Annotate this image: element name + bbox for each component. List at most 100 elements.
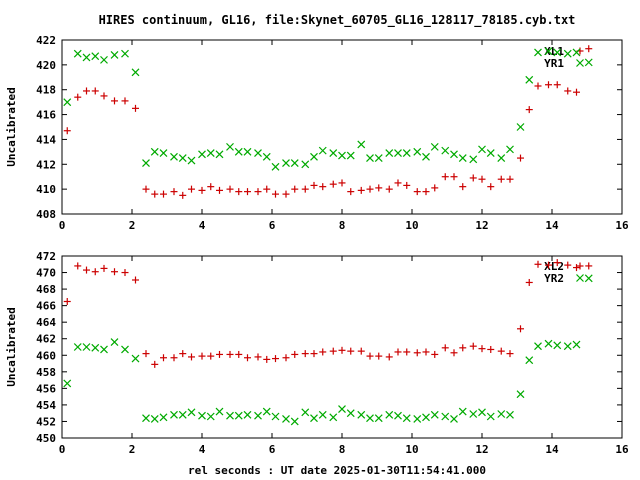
- data-point: [150, 147, 159, 156]
- data-point: [290, 417, 299, 426]
- y-tick-label: 454: [36, 399, 56, 412]
- data-point: [517, 154, 524, 162]
- data-point: [310, 181, 318, 189]
- data-point: [329, 149, 338, 158]
- data-point: [357, 410, 366, 419]
- data-point: [487, 345, 495, 353]
- y-tick-label: 464: [36, 316, 56, 329]
- data-point: [91, 268, 99, 276]
- data-point: [402, 149, 411, 158]
- y-tick-label: 420: [36, 59, 56, 72]
- data-point: [545, 81, 552, 89]
- bottom-y-axis-label: Uncalibrated: [5, 307, 18, 386]
- data-point: [235, 188, 243, 196]
- data-point: [329, 347, 337, 355]
- data-point: [244, 354, 251, 362]
- data-point: [458, 154, 467, 162]
- data-point: [374, 414, 383, 423]
- data-point: [254, 411, 262, 420]
- data-point: [497, 154, 506, 162]
- data-point: [450, 150, 458, 159]
- data-point: [506, 175, 514, 183]
- x-tick-label: 2: [129, 219, 136, 232]
- data-point: [375, 184, 383, 192]
- data-point: [403, 348, 411, 356]
- data-point: [263, 355, 271, 363]
- series-xl1: [63, 45, 593, 199]
- data-point: [458, 407, 467, 416]
- data-point: [573, 88, 580, 96]
- data-point: [282, 190, 290, 198]
- legend-label-yr1: YR1: [544, 57, 564, 70]
- data-point: [346, 151, 355, 160]
- top-y-axis-label: Uncalibrated: [5, 87, 18, 166]
- y-tick-label: 472: [36, 250, 56, 263]
- legend-marker-yr2: [576, 274, 584, 282]
- data-point: [179, 350, 187, 358]
- data-point: [366, 352, 374, 360]
- data-point: [584, 274, 593, 283]
- data-point: [310, 152, 318, 161]
- data-point: [319, 183, 327, 191]
- data-point: [142, 159, 150, 167]
- data-point: [394, 411, 402, 420]
- x-tick-label: 10: [405, 219, 418, 232]
- data-point: [318, 410, 327, 419]
- y-tick-label: 456: [36, 382, 56, 395]
- data-point: [422, 413, 430, 422]
- data-point: [91, 52, 100, 61]
- data-point: [572, 340, 581, 349]
- data-point: [486, 149, 495, 158]
- data-point: [553, 81, 561, 89]
- data-point: [271, 412, 280, 421]
- data-point: [516, 123, 525, 131]
- data-point: [206, 149, 215, 158]
- data-point: [497, 175, 505, 183]
- y-tick-label: 460: [36, 349, 56, 362]
- data-point: [346, 409, 355, 418]
- data-point: [100, 345, 108, 354]
- data-point: [271, 162, 280, 171]
- data-point: [132, 104, 139, 112]
- data-point: [525, 75, 534, 84]
- data-point: [198, 411, 206, 420]
- data-point: [244, 188, 251, 196]
- data-point: [564, 261, 572, 269]
- data-point: [290, 159, 299, 167]
- data-point: [525, 356, 534, 365]
- data-point: [82, 343, 91, 351]
- data-point: [545, 261, 552, 269]
- data-point: [170, 152, 178, 161]
- data-point: [497, 347, 505, 355]
- data-point: [215, 407, 224, 416]
- data-point: [469, 342, 477, 350]
- data-point: [301, 185, 309, 193]
- y-tick-label: 412: [36, 158, 56, 171]
- data-point: [142, 185, 150, 193]
- data-point: [478, 145, 486, 154]
- data-point: [497, 410, 506, 418]
- data-point: [478, 408, 486, 417]
- data-point: [74, 262, 82, 270]
- data-point: [254, 188, 262, 196]
- data-point: [563, 49, 572, 58]
- data-point: [207, 183, 215, 191]
- y-tick-label: 458: [36, 366, 56, 379]
- data-point: [188, 353, 195, 361]
- data-point: [403, 181, 411, 189]
- data-point: [441, 146, 450, 155]
- bottom-plot-panel: Uncalibrated XL2 YR2 0 2 4 6 8 10 12 14 16450452…: [5, 250, 629, 456]
- data-point: [469, 155, 478, 164]
- y-tick-label: 466: [36, 300, 56, 313]
- data-point: [243, 410, 252, 419]
- data-point: [534, 48, 542, 57]
- series-yr2: [63, 274, 593, 426]
- data-point: [347, 188, 355, 196]
- x-tick-label: 14: [545, 219, 559, 232]
- data-point: [151, 190, 159, 198]
- data-point: [459, 183, 467, 191]
- data-point: [131, 354, 140, 363]
- data-point: [198, 186, 206, 194]
- data-point: [235, 350, 243, 358]
- data-point: [478, 175, 486, 183]
